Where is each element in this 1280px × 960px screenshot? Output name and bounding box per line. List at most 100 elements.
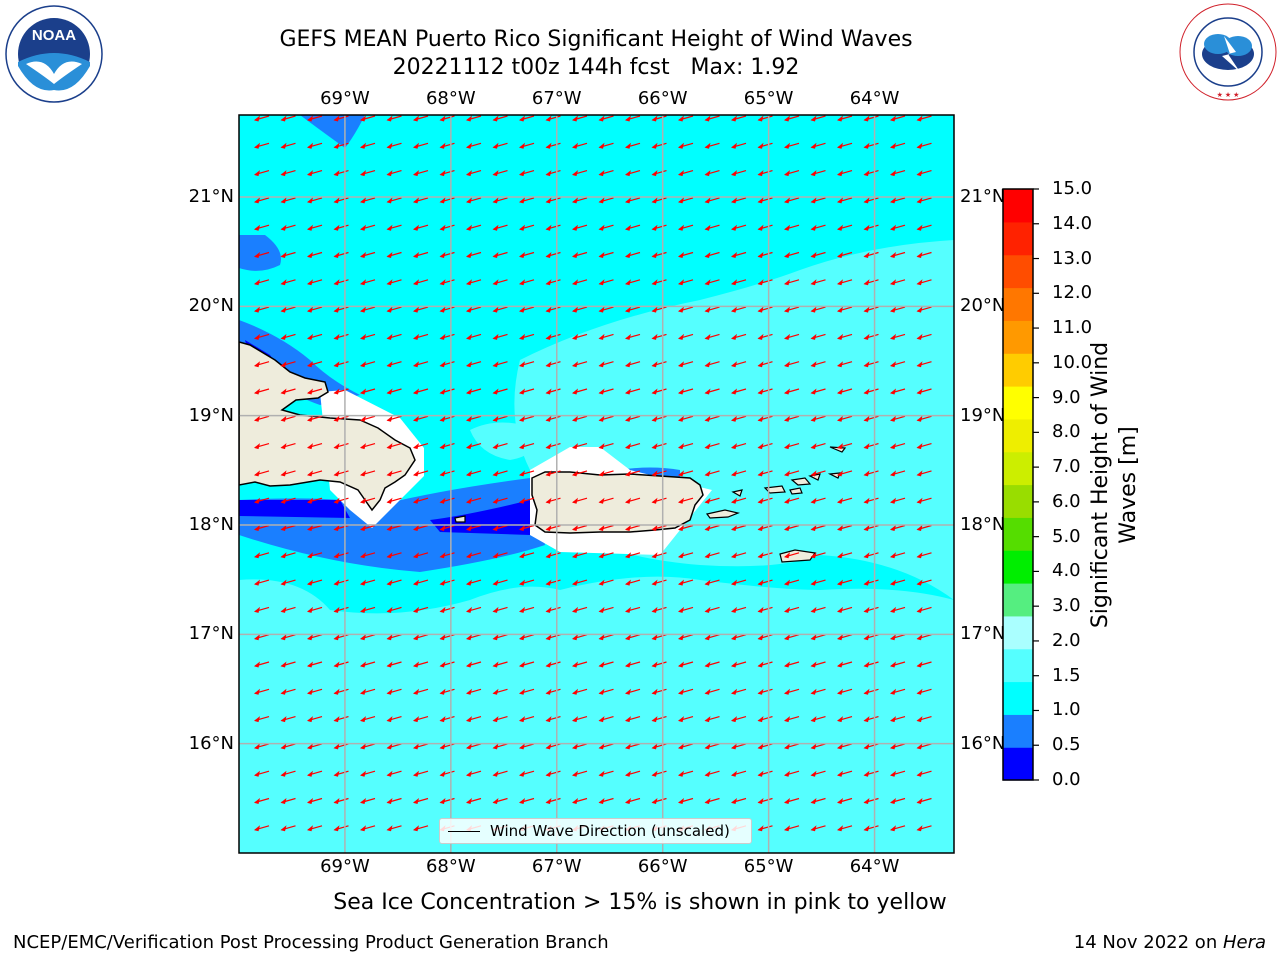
wave-direction-arrow bbox=[254, 279, 270, 286]
wave-direction-arrow bbox=[916, 661, 932, 668]
wave-direction-arrow bbox=[413, 306, 429, 313]
wave-direction-arrow bbox=[678, 634, 694, 641]
wave-direction-arrow bbox=[651, 497, 667, 504]
wave-direction-arrow bbox=[651, 797, 667, 804]
wave-direction-arrow bbox=[890, 306, 906, 313]
wave-direction-arrow bbox=[704, 470, 720, 477]
wave-direction-arrow bbox=[837, 306, 853, 313]
wave-direction-arrow bbox=[863, 388, 879, 395]
wave-direction-arrow bbox=[492, 552, 508, 559]
wave-direction-arrow bbox=[863, 661, 879, 668]
wave-direction-arrow bbox=[784, 306, 800, 313]
wave-direction-arrow bbox=[890, 661, 906, 668]
lat-tick-label-right: 17°N bbox=[960, 623, 1006, 645]
wave-direction-arrow bbox=[333, 716, 349, 723]
wave-direction-arrow bbox=[625, 306, 641, 313]
lat-tick-label-left: 17°N bbox=[188, 623, 234, 645]
wave-direction-arrow bbox=[784, 716, 800, 723]
wave-direction-arrow bbox=[280, 743, 296, 750]
wave-direction-arrow bbox=[254, 251, 270, 258]
wave-direction-arrow bbox=[810, 743, 826, 750]
wave-direction-arrow bbox=[598, 688, 614, 695]
wave-direction-arrow bbox=[519, 443, 535, 450]
colorbar-tick-label: 8.0 bbox=[1052, 421, 1081, 443]
wave-direction-arrow bbox=[837, 634, 853, 641]
wave-direction-arrow bbox=[863, 224, 879, 231]
wave-direction-arrow bbox=[413, 825, 429, 832]
wave-direction-arrow bbox=[333, 661, 349, 668]
wave-direction-arrow bbox=[837, 688, 853, 695]
wave-direction-arrow bbox=[810, 279, 826, 286]
wave-direction-arrow bbox=[386, 142, 402, 149]
wave-direction-arrow bbox=[492, 279, 508, 286]
wave-direction-arrow bbox=[545, 415, 561, 422]
wave-direction-arrow bbox=[545, 361, 561, 368]
wave-direction-arrow bbox=[704, 361, 720, 368]
wave-direction-arrow bbox=[307, 743, 323, 750]
wave-direction-arrow bbox=[678, 443, 694, 450]
wave-direction-arrow bbox=[890, 797, 906, 804]
wave-direction-arrow bbox=[280, 306, 296, 313]
colorbar-segment bbox=[1003, 451, 1033, 486]
wave-direction-arrow bbox=[837, 115, 853, 122]
colorbar-segment bbox=[1003, 714, 1033, 748]
wave-direction-arrow bbox=[572, 552, 588, 559]
wave-direction-arrow bbox=[784, 825, 800, 832]
wave-direction-arrow bbox=[386, 415, 402, 422]
wave-direction-arrow bbox=[678, 552, 694, 559]
wave-direction-arrow bbox=[466, 415, 482, 422]
wave-direction-arrow bbox=[784, 333, 800, 340]
wave-direction-arrow bbox=[916, 579, 932, 586]
lon-tick-label-top: 67°W bbox=[531, 88, 582, 109]
wave-direction-arrow bbox=[916, 770, 932, 777]
wave-direction-arrow bbox=[413, 170, 429, 177]
wave-direction-arrow bbox=[784, 415, 800, 422]
wave-direction-arrow bbox=[466, 142, 482, 149]
wave-direction-arrow bbox=[731, 306, 747, 313]
wave-direction-arrow bbox=[280, 661, 296, 668]
wave-direction-arrow bbox=[810, 388, 826, 395]
wave-direction-arrow bbox=[280, 470, 296, 477]
wave-direction-arrow bbox=[254, 497, 270, 504]
nws-logo: ★ ★ ★ bbox=[1179, 3, 1277, 101]
wave-direction-arrow bbox=[254, 306, 270, 313]
wave-direction-arrow bbox=[492, 306, 508, 313]
wave-direction-arrow bbox=[731, 251, 747, 258]
wave-band-0p5-nw bbox=[300, 115, 365, 148]
wave-direction-arrow bbox=[360, 251, 376, 258]
wave-direction-arrow bbox=[572, 497, 588, 504]
wave-direction-arrow bbox=[572, 251, 588, 258]
wave-direction-arrow bbox=[837, 388, 853, 395]
wave-direction-arrow bbox=[307, 197, 323, 204]
wave-direction-arrow bbox=[307, 306, 323, 313]
wave-direction-arrow bbox=[254, 443, 270, 450]
wave-direction-arrow bbox=[916, 552, 932, 559]
wave-direction-arrow bbox=[413, 197, 429, 204]
colorbar-tick-label: 1.5 bbox=[1052, 664, 1081, 686]
wave-direction-arrow bbox=[810, 552, 826, 559]
wave-direction-arrow bbox=[439, 470, 455, 477]
wave-direction-arrow bbox=[280, 579, 296, 586]
wave-direction-arrow bbox=[916, 197, 932, 204]
wave-direction-arrow bbox=[519, 470, 535, 477]
lon-tick-label-top: 64°W bbox=[849, 88, 900, 109]
wave-direction-arrow bbox=[545, 743, 561, 750]
wave-direction-arrow bbox=[890, 825, 906, 832]
wave-direction-arrow bbox=[810, 634, 826, 641]
wave-direction-arrow bbox=[678, 524, 694, 531]
wave-direction-arrow bbox=[837, 333, 853, 340]
colorbar-segment bbox=[1003, 320, 1033, 354]
wave-direction-arrow bbox=[386, 743, 402, 750]
wave-direction-arrow bbox=[386, 251, 402, 258]
wave-direction-arrow bbox=[625, 333, 641, 340]
wave-direction-arrow bbox=[704, 251, 720, 258]
wave-direction-arrow bbox=[492, 361, 508, 368]
wind-wave-vectors bbox=[254, 115, 932, 832]
wave-direction-arrow bbox=[863, 634, 879, 641]
wave-direction-arrow bbox=[545, 470, 561, 477]
wave-direction-arrow bbox=[837, 224, 853, 231]
wave-direction-arrow bbox=[784, 224, 800, 231]
wave-direction-arrow bbox=[413, 770, 429, 777]
noaa-logo: NOAA bbox=[5, 5, 103, 103]
wave-direction-arrow bbox=[519, 115, 535, 122]
